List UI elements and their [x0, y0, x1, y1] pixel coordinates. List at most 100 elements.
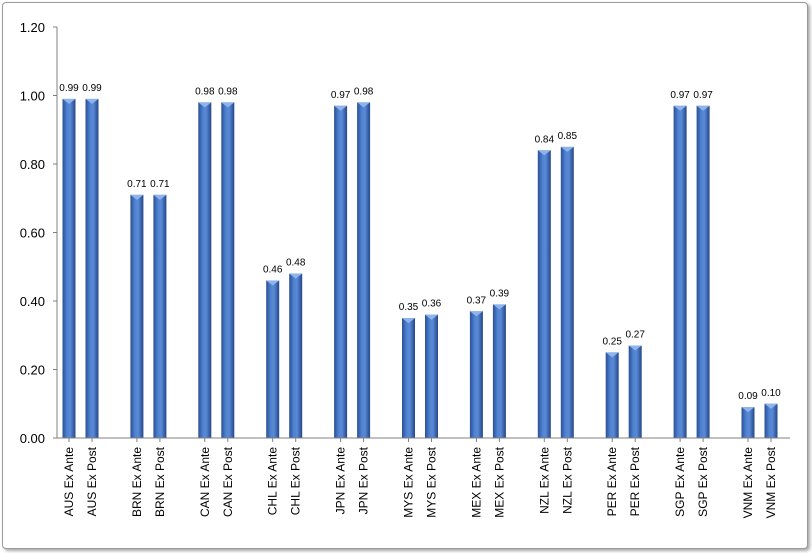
- x-tick-label: PER Ex Post: [628, 446, 642, 516]
- bar-cap: [289, 273, 303, 279]
- data-label: 0.36: [422, 299, 442, 310]
- bar-body: [469, 311, 483, 438]
- data-label: 0.98: [354, 86, 374, 97]
- bar-cap: [402, 318, 415, 324]
- data-label: 0.98: [195, 86, 215, 97]
- bar-cap: [537, 150, 551, 156]
- bar-cap: [628, 345, 642, 351]
- x-tick-label: BRN Ex Post: [153, 446, 167, 517]
- bar: [425, 314, 438, 438]
- bar-body: [289, 273, 303, 438]
- bar: [130, 194, 144, 438]
- bar: [605, 352, 619, 438]
- bar-series: 0.99 0.990.71 0.710.98 0.980.460.480.97 0.98…: [59, 83, 781, 439]
- bar-body: [221, 102, 235, 438]
- bar-body: [266, 280, 280, 438]
- bar: [198, 102, 212, 438]
- bar-cap: [764, 403, 778, 409]
- data-label: 0.85: [558, 131, 578, 142]
- data-label: 0.84: [535, 134, 555, 145]
- bar-body: [628, 345, 642, 438]
- bar-body: [402, 318, 415, 438]
- data-label: 0.37: [467, 295, 487, 306]
- bar-cap: [357, 102, 371, 108]
- bar: [357, 102, 371, 438]
- bar-cap: [153, 194, 167, 200]
- x-tick-label: AUS Ex Post: [85, 446, 99, 516]
- bar: [764, 403, 778, 438]
- bar-cap: [85, 98, 99, 104]
- data-label: 0.25: [602, 336, 622, 347]
- bar: [266, 280, 280, 438]
- y-tick-label: 0.20: [20, 363, 45, 378]
- x-tick-label: MYS Ex Ante: [402, 447, 416, 518]
- bar: [560, 146, 574, 438]
- bar-body: [492, 304, 506, 438]
- data-label: 0.35: [399, 302, 419, 313]
- bar: [402, 318, 415, 438]
- x-tick-label: AUS Ex Ante: [62, 447, 76, 517]
- bar: [469, 311, 483, 438]
- x-tick-label: NZL Ex Post: [560, 446, 574, 514]
- data-label: 0.97: [670, 90, 690, 101]
- x-tick-label: CAN Ex Ante: [198, 447, 212, 517]
- bar-cap: [696, 105, 710, 111]
- bar-cap: [221, 102, 235, 108]
- bar-cap: [425, 314, 438, 320]
- x-tick-label: VNM Ex Post: [764, 446, 778, 518]
- bar: [537, 150, 551, 439]
- x-tick-label: BRN Ex Ante: [130, 447, 144, 517]
- x-tick-label: CHL Ex Ante: [266, 447, 280, 516]
- x-tick-label: JPN Ex Ante: [334, 447, 348, 515]
- x-tick-label: PER Ex Ante: [605, 447, 619, 517]
- bar: [289, 273, 303, 438]
- data-label: 0.99: [82, 83, 102, 94]
- bar-cap: [741, 407, 755, 413]
- data-label: 0.46: [263, 264, 283, 275]
- x-axis: AUS Ex Ante AUS Ex Post BRN Ex Ante BRN Ex …: [57, 437, 790, 518]
- bar-cap: [130, 194, 144, 200]
- data-label: 0.39: [490, 288, 510, 299]
- bar-body: [153, 194, 167, 438]
- bar-cap: [560, 146, 574, 152]
- x-tick-label: MEX Ex Post: [492, 446, 506, 517]
- y-tick-label: 0.00: [20, 431, 45, 446]
- bar: [492, 304, 506, 438]
- bar: [85, 98, 99, 439]
- data-label: 0.99: [59, 83, 79, 94]
- x-tick-label: JPN Ex Post: [357, 446, 371, 514]
- bar-body: [62, 98, 76, 439]
- y-tick-label: 0.40: [20, 294, 45, 309]
- bar-body: [764, 403, 778, 438]
- bar: [696, 105, 710, 439]
- bar-body: [85, 98, 99, 439]
- bar-body: [673, 105, 687, 439]
- bar-cap: [605, 352, 619, 358]
- bar-cap: [334, 105, 348, 111]
- x-tick-label: SGP Ex Ante: [673, 447, 687, 517]
- bar-body: [357, 102, 371, 438]
- bar: [741, 407, 755, 438]
- bar-body: [425, 314, 438, 438]
- bar-body: [130, 194, 144, 438]
- data-label: 0.97: [693, 90, 713, 101]
- bar-body: [696, 105, 710, 439]
- bar-cap: [469, 311, 483, 317]
- bar: [62, 98, 76, 439]
- x-tick-label: NZL Ex Ante: [537, 447, 551, 514]
- data-label: 0.10: [761, 388, 781, 399]
- bar-body: [605, 352, 619, 438]
- bar: [628, 345, 642, 438]
- bar-body: [560, 146, 574, 438]
- y-tick-label: 0.60: [20, 226, 45, 241]
- data-label: 0.97: [331, 90, 351, 101]
- data-label: 0.71: [150, 179, 170, 190]
- y-tick-label: 0.80: [20, 157, 45, 172]
- bar-cap: [198, 102, 212, 108]
- x-tick-label: SGP Ex Post: [696, 446, 710, 516]
- y-tick-label: 1.00: [20, 89, 45, 104]
- bar: [673, 105, 687, 439]
- bar-cap: [62, 98, 76, 104]
- bar: [334, 105, 348, 439]
